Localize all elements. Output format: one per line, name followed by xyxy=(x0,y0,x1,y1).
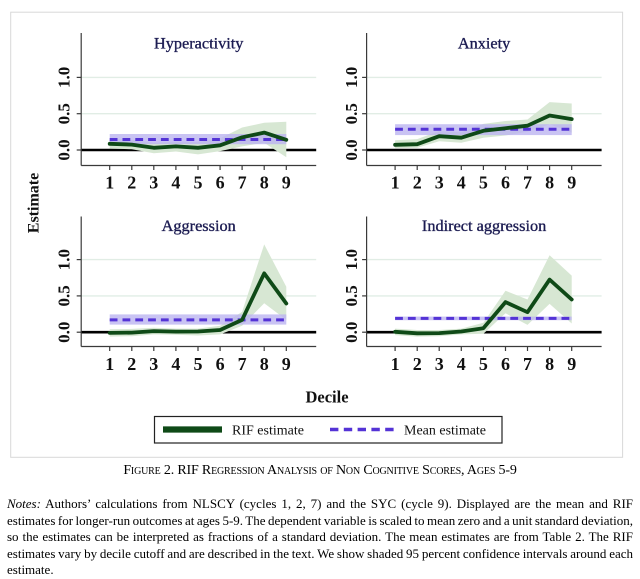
svg-text:0.5: 0.5 xyxy=(55,103,74,124)
svg-text:1.0: 1.0 xyxy=(55,67,74,88)
svg-text:7: 7 xyxy=(523,173,532,193)
svg-text:Estimate: Estimate xyxy=(26,173,43,233)
svg-text:1.0: 1.0 xyxy=(342,67,361,88)
svg-text:6: 6 xyxy=(501,354,510,374)
svg-text:8: 8 xyxy=(545,354,554,374)
svg-text:7: 7 xyxy=(523,354,532,374)
svg-text:1: 1 xyxy=(391,354,400,374)
svg-text:0.0: 0.0 xyxy=(55,139,74,160)
svg-text:6: 6 xyxy=(216,173,225,193)
svg-text:2: 2 xyxy=(413,354,422,374)
svg-text:8: 8 xyxy=(260,354,269,374)
svg-text:Anxiety: Anxiety xyxy=(458,33,511,52)
svg-text:1.0: 1.0 xyxy=(342,249,361,270)
svg-text:Mean estimate: Mean estimate xyxy=(404,424,486,439)
svg-text:0.0: 0.0 xyxy=(342,139,361,160)
svg-text:Aggression: Aggression xyxy=(162,216,236,235)
svg-text:4: 4 xyxy=(171,173,180,193)
svg-text:2: 2 xyxy=(413,173,422,193)
svg-text:8: 8 xyxy=(545,173,554,193)
svg-text:RIF estimate: RIF estimate xyxy=(232,424,304,439)
svg-text:3: 3 xyxy=(435,354,444,374)
svg-text:5: 5 xyxy=(479,354,488,374)
svg-text:2: 2 xyxy=(127,354,136,374)
svg-text:0.0: 0.0 xyxy=(55,322,74,343)
svg-text:0.5: 0.5 xyxy=(342,285,361,306)
svg-text:3: 3 xyxy=(435,173,444,193)
svg-text:0.5: 0.5 xyxy=(55,285,74,306)
svg-text:5: 5 xyxy=(194,173,203,193)
svg-text:6: 6 xyxy=(501,173,510,193)
svg-text:9: 9 xyxy=(567,354,576,374)
svg-text:9: 9 xyxy=(567,173,576,193)
svg-text:Decile: Decile xyxy=(305,388,348,407)
svg-text:1: 1 xyxy=(391,173,400,193)
svg-text:5: 5 xyxy=(194,354,203,374)
svg-text:4: 4 xyxy=(457,173,466,193)
svg-text:7: 7 xyxy=(238,173,247,193)
svg-text:Hyperactivity: Hyperactivity xyxy=(154,33,244,52)
svg-text:5: 5 xyxy=(479,173,488,193)
svg-text:1: 1 xyxy=(105,173,114,193)
svg-text:9: 9 xyxy=(282,354,291,374)
svg-text:6: 6 xyxy=(216,354,225,374)
svg-text:0.5: 0.5 xyxy=(342,103,361,124)
svg-text:Indirect aggression: Indirect aggression xyxy=(422,216,546,235)
svg-text:3: 3 xyxy=(149,173,158,193)
svg-text:8: 8 xyxy=(260,173,269,193)
svg-text:3: 3 xyxy=(149,354,158,374)
svg-text:0.0: 0.0 xyxy=(342,322,361,343)
svg-text:4: 4 xyxy=(457,354,466,374)
svg-text:7: 7 xyxy=(238,354,247,374)
svg-text:9: 9 xyxy=(282,173,291,193)
svg-text:1.0: 1.0 xyxy=(55,249,74,270)
svg-text:2: 2 xyxy=(127,173,136,193)
svg-text:1: 1 xyxy=(105,354,114,374)
svg-text:4: 4 xyxy=(171,354,180,374)
